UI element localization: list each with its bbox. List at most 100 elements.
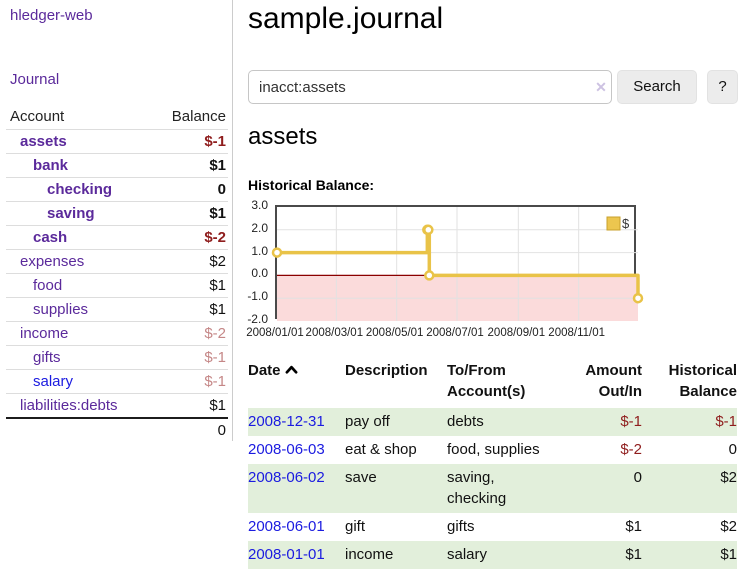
- x-tick-label: 2008/07/01: [426, 327, 484, 339]
- account-link-saving[interactable]: saving: [47, 205, 95, 222]
- svg-text:$: $: [622, 216, 630, 231]
- search-input[interactable]: [248, 70, 612, 104]
- chart-x-axis-labels: 2008/01/01 2008/03/01 2008/05/01 2008/07/01…: [246, 327, 636, 343]
- account-balance: $1: [209, 301, 226, 318]
- account-balance: $1: [209, 397, 226, 414]
- transaction-description: gift: [345, 518, 366, 535]
- account-balance: $-2: [204, 325, 226, 342]
- transaction-balance: $2: [720, 518, 737, 535]
- sidebar-divider: [232, 0, 233, 441]
- y-tick-label: 0.0: [251, 266, 268, 281]
- account-link-gifts[interactable]: gifts: [33, 349, 61, 366]
- chart-legend: $: [606, 216, 630, 231]
- transaction-balance: $2: [720, 469, 737, 486]
- column-header-date[interactable]: Date: [248, 357, 345, 387]
- chart-y-axis-labels: 3.0 2.0 1.0 0.0 -1.0 -2.0: [238, 198, 271, 326]
- app-title-link[interactable]: hledger-web: [10, 7, 93, 24]
- account-row: cash $-2: [6, 225, 228, 249]
- account-balance: $1: [209, 205, 226, 222]
- transaction-balance: 0: [728, 441, 737, 458]
- y-tick-label: -2.0: [247, 312, 268, 326]
- transaction-date-link[interactable]: 2008-01-01: [248, 546, 325, 563]
- account-row: bank $1: [6, 153, 228, 177]
- transaction-amount: $-2: [620, 441, 642, 458]
- transaction-amount: 0: [633, 469, 642, 486]
- balance-chart-canvas: $: [271, 207, 644, 321]
- chart-title: Historical Balance:: [248, 177, 375, 193]
- account-row: checking 0: [6, 177, 228, 201]
- account-balance: $-2: [204, 229, 226, 246]
- transaction-date-link[interactable]: 2008-06-01: [248, 518, 325, 535]
- y-tick-label: -1.0: [247, 289, 268, 304]
- transaction-date-link[interactable]: 2008-12-31: [248, 413, 325, 430]
- account-link-food[interactable]: food: [33, 277, 63, 294]
- account-link-assets[interactable]: assets: [20, 133, 67, 150]
- sort-ascending-icon: [285, 360, 298, 381]
- account-balance: $1: [209, 277, 226, 294]
- transaction-accounts: debts: [447, 413, 484, 430]
- account-balance: $-1: [204, 349, 226, 366]
- transaction-description: income: [345, 546, 394, 563]
- transaction-amount: $1: [625, 518, 642, 535]
- transactions-header-row: Date Description To/From Account(s) Amou…: [248, 357, 737, 408]
- column-header-amount: Amount Out/In: [585, 362, 642, 400]
- account-link-bank[interactable]: bank: [33, 157, 69, 174]
- column-header-balance: Historical Balance: [668, 362, 737, 400]
- column-header-accounts: To/From Account(s): [447, 362, 526, 400]
- account-row: saving $1: [6, 201, 228, 225]
- account-balance: $1: [209, 157, 226, 174]
- account-balance: $-1: [204, 133, 226, 150]
- account-balance: $2: [209, 253, 226, 270]
- clear-search-icon[interactable]: ✕: [595, 79, 607, 95]
- account-balance: $-1: [204, 373, 226, 390]
- y-tick-label: 2.0: [251, 220, 268, 235]
- search-button[interactable]: Search: [617, 70, 697, 104]
- transactions-table: Date Description To/From Account(s) Amou…: [248, 357, 737, 569]
- account-link-salary[interactable]: salary: [33, 373, 74, 390]
- transaction-amount: $-1: [620, 413, 642, 430]
- sidebar-item-journal[interactable]: Journal: [10, 71, 60, 88]
- help-button[interactable]: ?: [707, 70, 738, 104]
- transaction-accounts: saving, checking: [447, 469, 507, 507]
- transaction-row: 2008-01-01 income salary $1 $1: [248, 541, 737, 569]
- transaction-date-link[interactable]: 2008-06-02: [248, 469, 325, 486]
- transaction-row: 2008-06-03 eat & shop food, supplies $-2…: [248, 436, 737, 464]
- transaction-amount: $1: [625, 546, 642, 563]
- account-link-supplies[interactable]: supplies: [33, 301, 89, 318]
- account-row: gifts $-1: [6, 345, 228, 369]
- account-row: income $-2: [6, 321, 228, 345]
- account-link-expenses[interactable]: expenses: [20, 253, 85, 270]
- column-header-description: Description: [345, 362, 428, 379]
- accounts-table-header: Account Balance: [6, 104, 228, 129]
- transaction-accounts: food, supplies: [447, 441, 540, 458]
- x-tick-label: 2008/05/01: [365, 327, 424, 339]
- account-link-checking[interactable]: checking: [47, 181, 113, 198]
- account-row: assets $-1: [6, 129, 228, 153]
- transaction-balance: $-1: [715, 413, 737, 430]
- account-row: expenses $2: [6, 249, 228, 273]
- x-tick-label: 2008/03/01: [305, 327, 364, 339]
- accounts-total-row: 0: [6, 417, 228, 441]
- transaction-accounts: gifts: [447, 518, 475, 535]
- transaction-row: 2008-06-02 save saving, checking 0 $2: [248, 464, 737, 513]
- account-link-cash[interactable]: cash: [33, 229, 68, 246]
- transaction-description: eat & shop: [345, 441, 417, 458]
- transaction-date-link[interactable]: 2008-06-03: [248, 441, 325, 458]
- transaction-row: 2008-06-01 gift gifts $1 $2: [248, 513, 737, 541]
- x-tick-label: 2008/11/01: [548, 327, 605, 339]
- account-row: food $1: [6, 273, 228, 297]
- transaction-description: save: [345, 469, 377, 486]
- transaction-description: pay off: [345, 413, 390, 430]
- y-tick-label: 1.0: [251, 243, 268, 258]
- account-row: liabilities:debts $1: [6, 393, 228, 417]
- accounts-total-value: 0: [217, 422, 226, 439]
- account-link-liabilities-debts[interactable]: liabilities:debts: [20, 397, 118, 414]
- balance-chart: $: [271, 205, 644, 321]
- accounts-table: Account Balance assets $-1 bank $1 check…: [6, 104, 228, 441]
- account-row: supplies $1: [6, 297, 228, 321]
- transaction-row: 2008-12-31 pay off debts $-1 $-1: [248, 408, 737, 436]
- account-link-income[interactable]: income: [20, 325, 69, 342]
- accounts-header-balance: Balance: [171, 108, 226, 125]
- page-title: sample.journal: [248, 2, 444, 35]
- account-row: salary $-1: [6, 369, 228, 393]
